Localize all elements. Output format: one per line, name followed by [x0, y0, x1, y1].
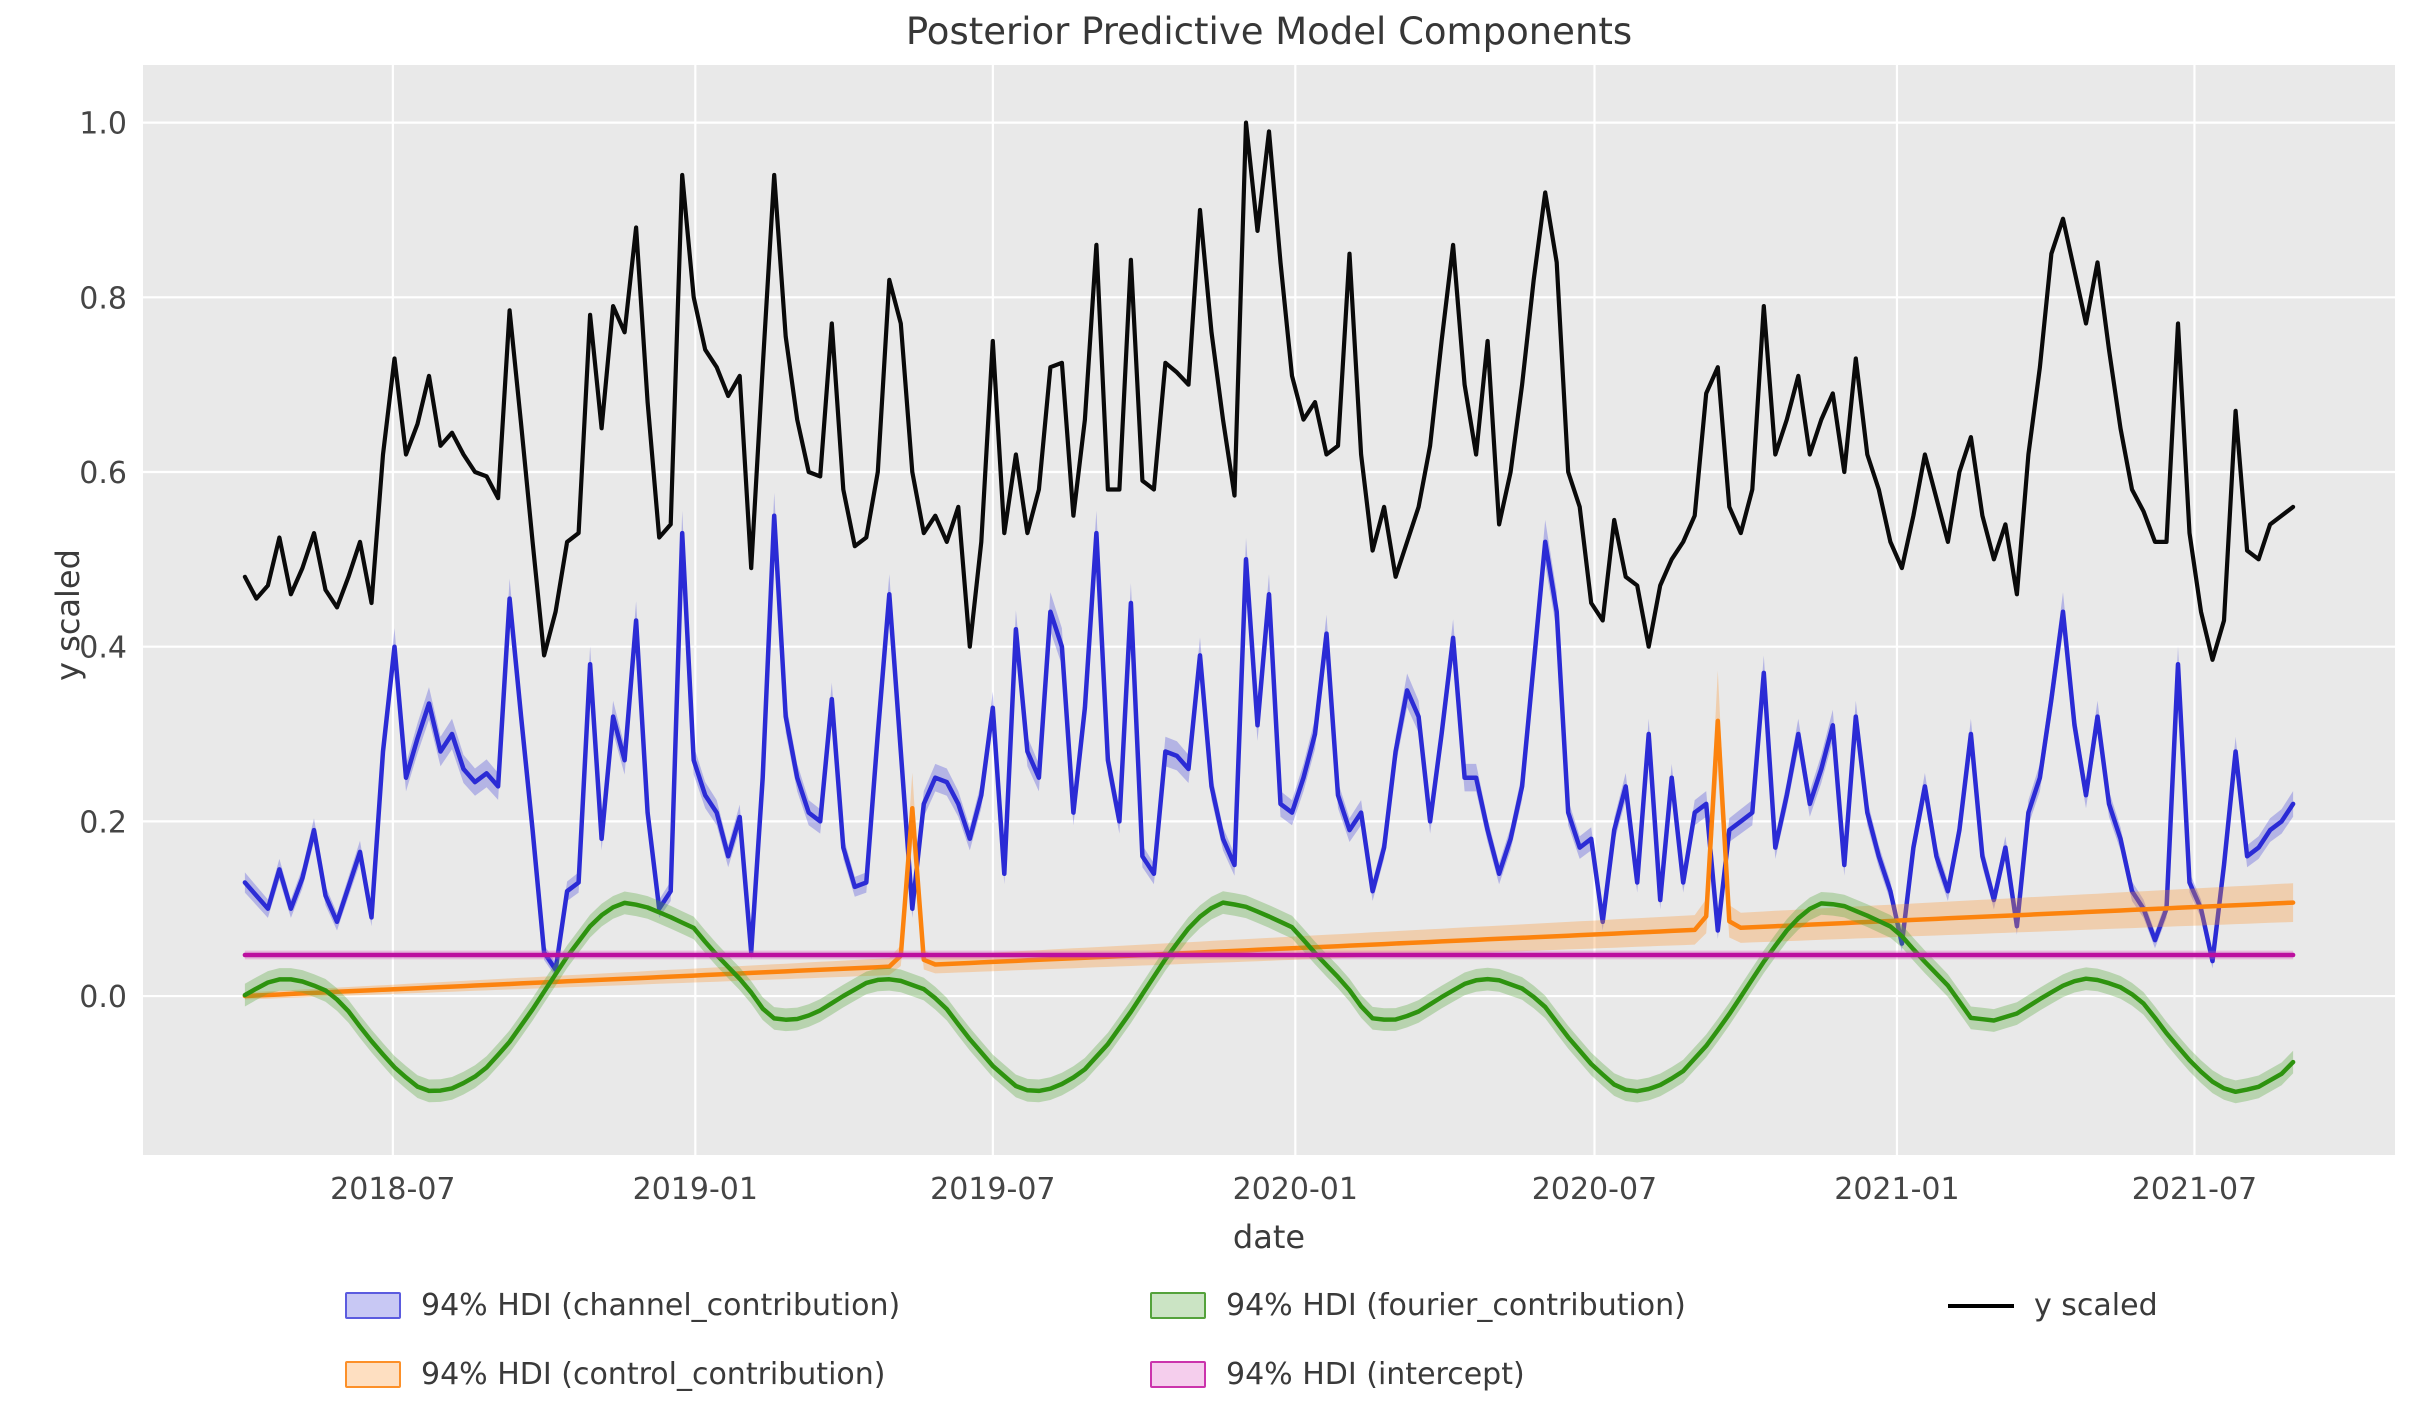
x-tick-label: 2018-07 — [330, 1172, 455, 1207]
fourier_contribution-hdi-band — [244, 891, 2294, 1104]
y-tick-label: 0.0 — [79, 980, 127, 1015]
x-tick-label: 2020-01 — [1233, 1172, 1358, 1207]
y-tick-label: 0.6 — [79, 456, 127, 491]
x-tick-label: 2019-07 — [930, 1172, 1055, 1207]
x-tick-label: 2020-07 — [1532, 1172, 1657, 1207]
y-tick-label: 0.2 — [79, 805, 127, 840]
y-tick-label: 0.8 — [79, 281, 127, 316]
fourier_contribution-line — [242, 900, 2296, 1095]
x-tick-label: 2021-01 — [1834, 1172, 1959, 1207]
channel_contribution-line — [242, 513, 2296, 973]
x-axis-label: date — [1232, 1218, 1306, 1256]
y-tick-label: 0.4 — [79, 631, 127, 666]
control_contribution-hdi-band — [244, 670, 2294, 1000]
x-tick-label: 2019-01 — [633, 1172, 758, 1207]
y_scaled-line — [242, 120, 2296, 662]
chart-title: Posterior Predictive Model Components — [905, 10, 1633, 53]
control_contribution-line — [242, 718, 2296, 999]
y-tick-label: 1.0 — [79, 107, 127, 142]
x-tick-label: 2021-07 — [2132, 1172, 2257, 1207]
